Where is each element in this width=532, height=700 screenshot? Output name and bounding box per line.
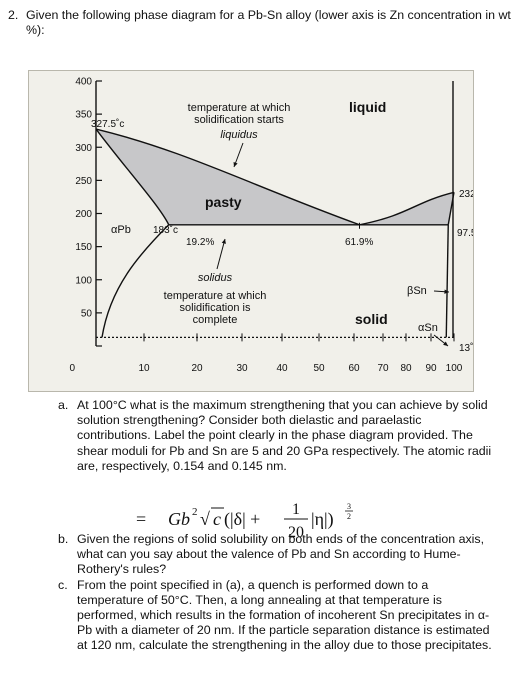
pasty-label: pasty (205, 194, 242, 210)
y-tick-label: 350 (75, 110, 92, 121)
y-tick-label: 250 (75, 176, 92, 187)
solvus-left (101, 224, 170, 338)
y-tick-label: 300 (75, 143, 92, 154)
question-number: 2. (8, 8, 19, 22)
solidus-arrow (216, 238, 226, 270)
liquidus-left (95, 128, 360, 226)
y-tick-label: 200 (75, 209, 92, 220)
strengthening-formula: = Gb 2 √ c (|δ| + 1 20 |η|) 3 2 (136, 501, 353, 541)
x-tick-label: 80 (400, 363, 412, 374)
y-tick-label: 400 (75, 77, 92, 88)
formula-gb: Gb (168, 509, 190, 529)
pasty-region-left (96, 129, 360, 225)
question-parts: a. At 100°C what is the maximum strength… (58, 398, 498, 654)
solidus-annotation-3: solidification is (180, 302, 251, 314)
part-b-label: b. (58, 532, 69, 547)
liquid-label: liquid (349, 99, 386, 115)
alpha-sn-label: αSn (418, 322, 438, 334)
solidus-annotation-4: complete (193, 314, 238, 326)
y-tick-label: 150 (75, 242, 92, 253)
formula-exp-num: 3 (347, 502, 351, 511)
region-labels: liquid pasty solid αPb βSn αSn temperatu… (91, 99, 473, 354)
formula-frac-num: 1 (292, 501, 300, 518)
phase-boundaries (95, 81, 455, 347)
y-tick-label: 100 (75, 275, 92, 286)
x-tick-label: 30 (236, 363, 248, 374)
formula-root: √ (200, 509, 210, 529)
y-tick-label: 0 (69, 363, 75, 374)
formula-squared: 2 (192, 506, 198, 518)
sn-solubility-label: 97.5% (457, 228, 473, 239)
question-text: Given the following phase diagram for a … (26, 8, 511, 37)
x-tick-label: 50 (313, 363, 325, 374)
x-tick-label: 90 (425, 363, 437, 374)
y-tick-label: 50 (81, 308, 93, 319)
part-a: a. At 100°C what is the maximum strength… (58, 398, 498, 474)
x-tick-label: 70 (377, 363, 389, 374)
beta-sn-arrow-head (444, 289, 449, 294)
formula-open: (|δ| + (224, 509, 260, 530)
axes: 400 350 300 250 200 150 100 50 0 10 20 30 40 50 60 70 80… (69, 77, 462, 375)
formula-frac-den: 20 (288, 524, 304, 541)
liquidus-annotation-2: solidification starts (194, 114, 284, 126)
pb-solubility-label: 19.2% (186, 237, 214, 248)
x-tick-label: 40 (276, 363, 288, 374)
part-c-label: c. (58, 577, 68, 592)
beta-sn-label: βSn (407, 285, 427, 297)
alpha-sn-arrow-head (443, 341, 448, 346)
alpha-pb-label: αPb (111, 224, 131, 236)
eutectic-temp-label: 183˚c (153, 224, 178, 236)
x-tick-label: 10 (138, 363, 150, 374)
part-b-text: Given the regions of solid solubility on… (77, 532, 485, 577)
part-c-text: From the point specified in (a), a quenc… (77, 577, 492, 653)
sn-melting-label: 232˚c (459, 188, 473, 200)
part-c: c. From the point specified in (a), a qu… (58, 578, 498, 654)
phase-diagram: 400 350 300 250 200 150 100 50 0 10 20 30 40 50 60 70 80… (69, 77, 473, 375)
solidus-annotation-2: temperature at which (164, 290, 267, 302)
part-a-text: At 100°C what is the maximum strengtheni… (77, 398, 492, 473)
phase-diagram-figure: 400 350 300 250 200 150 100 50 0 10 20 30 40 50 60 70 80… (28, 70, 474, 392)
pb-melting-label: 327.5˚c (91, 118, 124, 130)
liquidus-arrow-head (233, 162, 238, 167)
solvus-right (445, 224, 449, 338)
x-tick-label: 100 (446, 363, 463, 374)
part-a-label: a. (58, 398, 69, 412)
liquidus-annotation-1: temperature at which (188, 102, 291, 114)
eutectic-label: 61.9% (345, 237, 373, 248)
low-temp-label: 13˚c (459, 342, 473, 354)
part-b: b. Given the regions of solid solubility… (58, 532, 498, 578)
solidus-left (95, 128, 170, 226)
formula-equals: = (136, 509, 146, 529)
solidus-arrow-head (221, 239, 226, 244)
formula-c: c (213, 509, 221, 529)
solid-label: solid (355, 311, 388, 327)
liquidus-right (359, 191, 455, 226)
x-tick-label: 20 (191, 363, 203, 374)
formula-eta: |η|) (311, 509, 334, 530)
solidus-annotation-1: solidus (198, 272, 233, 284)
x-tick-label: 60 (348, 363, 360, 374)
formula-exp-den: 2 (347, 512, 351, 521)
liquidus-annotation-3: liquidus (220, 129, 258, 141)
